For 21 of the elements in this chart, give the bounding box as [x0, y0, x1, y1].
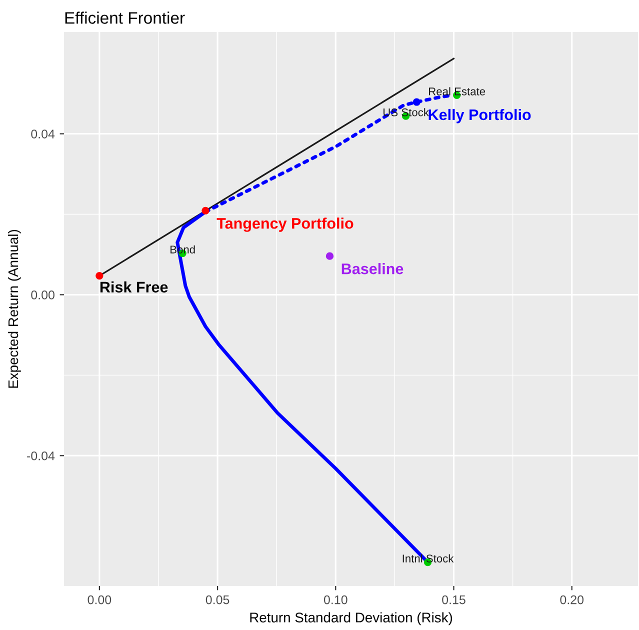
chart-title: Efficient Frontier [65, 12, 185, 24]
data-label: Real Estate [429, 87, 486, 96]
y-tick-label: 0.04 [31, 130, 55, 138]
y-axis-title: Expected Return (Annual) [8, 230, 21, 388]
annotation: Risk Free [100, 281, 168, 293]
x-tick-label: 0.10 [324, 595, 348, 604]
series-label: Baseline [342, 263, 404, 274]
series-label: Kelly Portfolio [428, 108, 531, 124]
x-tick-label: 0.20 [560, 595, 584, 604]
point [326, 252, 334, 260]
y-tick-label: -0.04 [27, 451, 55, 460]
series-label: Tangency Portfolio [216, 218, 354, 232]
data-label: Intnl Stock [402, 554, 454, 562]
y-tick-label: 0.00 [31, 290, 54, 300]
x-tick-label: 0.05 [206, 595, 230, 604]
x-tick-label: 0.15 [442, 595, 466, 604]
point [96, 272, 104, 280]
x-tick-label: 0.00 [88, 595, 112, 604]
point [412, 98, 420, 106]
point [202, 206, 210, 214]
x-axis-title: Return Standard Deviation (Risk) [250, 612, 452, 626]
